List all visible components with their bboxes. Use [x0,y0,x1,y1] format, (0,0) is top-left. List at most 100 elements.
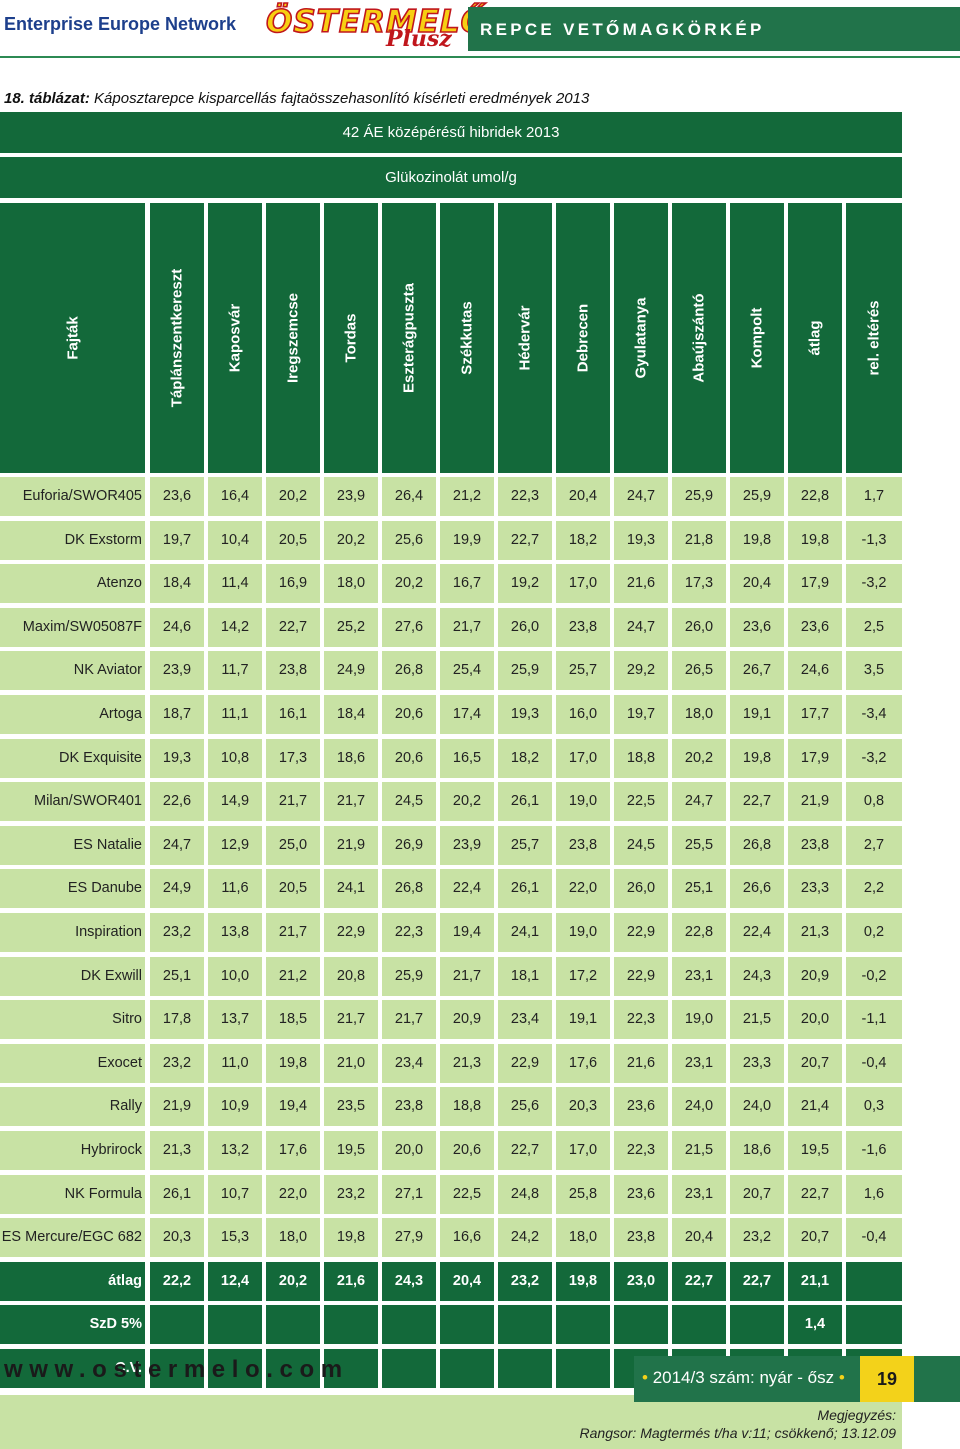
section-banner: REPCE VETŐMAGKÖRKÉP [468,7,960,51]
table-cell: 19,8 [556,1262,610,1301]
column-header-label: Kaposvár [226,303,244,373]
table-cell: 16,1 [266,695,320,734]
table-cell: 20,5 [266,521,320,560]
table-cell: 21,7 [324,782,378,821]
table-cell: 18,8 [614,739,668,778]
column-header-label: Gyulatanya [632,297,650,379]
table-cell: 21,7 [324,1000,378,1039]
table-cell: 22,7 [730,782,784,821]
table-cell: 10,9 [208,1087,262,1126]
table-cell: 17,2 [556,957,610,996]
table-cell: 16,4 [208,477,262,516]
table-cell: 20,6 [440,1131,494,1170]
table-cell: 21,4 [788,1087,842,1126]
table-cell: 20,2 [266,1262,320,1301]
table-row: DK Exstorm 19,7 10,4 20,5 20,2 25,6 19,9 22,7 18… [0,521,960,560]
table-cell: 26,7 [730,651,784,690]
table-cell: 22,9 [498,1044,552,1083]
table-cell: 22,3 [614,1000,668,1039]
table-cell: 25,6 [382,521,436,560]
table-cell: 24,6 [150,608,204,647]
table-cell: 18,0 [672,695,726,734]
table-row: Artoga 18,7 11,1 16,1 18,4 20,6 17,4 19,3 16,0 19… [0,695,960,734]
table-row: DK Exquisite 19,3 10,8 17,3 18,6 20,6 16,5 18,2… [0,739,960,778]
table-cell: 20,4 [672,1218,726,1257]
table-group-title: 42 ÁE középérésű hibridek 2013 [0,112,902,153]
table-cell: 14,2 [208,608,262,647]
table-cell: 25,4 [440,651,494,690]
page-number: 19 [860,1356,914,1402]
table-cell: -0,4 [846,1218,902,1257]
table-cell: 11,0 [208,1044,262,1083]
table-cell: 23,9 [324,477,378,516]
table-cell: 23,6 [614,1175,668,1214]
table-cell: 22,9 [614,957,668,996]
column-header-label: Tordas [342,313,360,363]
table-cell: 22,7 [672,1262,726,1301]
table-cell: 24,6 [788,651,842,690]
table-cell: 21,6 [324,1262,378,1301]
table-cell: 21,1 [788,1262,842,1301]
column-header-label: átlag [806,320,824,356]
table-cell: 24,1 [498,913,552,952]
table-row: Atenzo 18,4 11,4 16,9 18,0 20,2 16,7 19,2 17,0 21… [0,564,960,603]
table-cell: 20,2 [324,521,378,560]
column-header-label: Táplánszentkereszt [168,268,186,408]
table-row: Inspiration 23,2 13,8 21,7 22,9 22,3 19,4 24,1 1… [0,913,960,952]
table-cell: 26,1 [498,782,552,821]
table-cell: 12,9 [208,826,262,865]
column-header-label: Abaújszántó [690,293,708,383]
table-cell: 23,2 [150,913,204,952]
table-cell [846,1262,902,1301]
table-row: Hybrirock 21,3 13,2 17,6 19,5 20,0 20,6 22,7 17,… [0,1131,960,1170]
logo-main-text: ÖSTERMELŐ [265,3,489,41]
column-header-label: Hédervár [516,305,534,371]
table-cell: 21,8 [672,521,726,560]
table-cell: 16,0 [556,695,610,734]
table-cell: 22,4 [730,913,784,952]
table-cell [266,1349,320,1388]
row-label: Milan/SWOR401 [0,782,145,821]
table-cell: 1,4 [788,1305,842,1344]
table-cell: 21,7 [440,608,494,647]
table-cell: 23,8 [556,826,610,865]
table-cell: 26,0 [614,869,668,908]
table-cell: 20,7 [730,1175,784,1214]
table-cell: 21,9 [150,1087,204,1126]
table-cell: 21,6 [614,1044,668,1083]
table-cell: 21,0 [324,1044,378,1083]
row-label: ES Mercure/EGC 682 [0,1218,145,1257]
table-cell: 18,2 [556,521,610,560]
table-cell: 19,0 [672,1000,726,1039]
table-cell: 24,7 [672,782,726,821]
table-cell: 24,8 [498,1175,552,1214]
table-cell: 25,9 [498,651,552,690]
column-header: Iregszemcse [266,203,320,473]
table-cell: 26,4 [382,477,436,516]
column-header: Táplánszentkereszt [150,203,204,473]
table-cell: 20,3 [556,1087,610,1126]
table-cell: 23,9 [440,826,494,865]
table-cell: 19,4 [440,913,494,952]
table-cell: 21,3 [150,1131,204,1170]
row-label: Artoga [0,695,145,734]
table-cell: 21,7 [440,957,494,996]
table-cell: 23,8 [382,1087,436,1126]
table-cell: 22,0 [266,1175,320,1214]
table-cell: 13,7 [208,1000,262,1039]
table-cell [556,1305,610,1344]
table-cell: 20,6 [382,695,436,734]
table-cell: 25,9 [672,477,726,516]
row-label: ES Danube [0,869,145,908]
table-cell [498,1305,552,1344]
table-cell: 2,7 [846,826,902,865]
table-cell: 16,9 [266,564,320,603]
table-cell: 19,0 [556,782,610,821]
table-cell: 11,4 [208,564,262,603]
table-cell: 24,9 [324,651,378,690]
table-note: Megjegyzés: Rangsor: Magtermés t/ha v:11… [0,1395,902,1449]
table-cell: 23,8 [614,1218,668,1257]
table-cell [150,1305,204,1344]
row-label: Sitro [0,1000,145,1039]
page-header: Enterprise Europe Network ÖSTERMELŐ Plus… [0,0,960,56]
